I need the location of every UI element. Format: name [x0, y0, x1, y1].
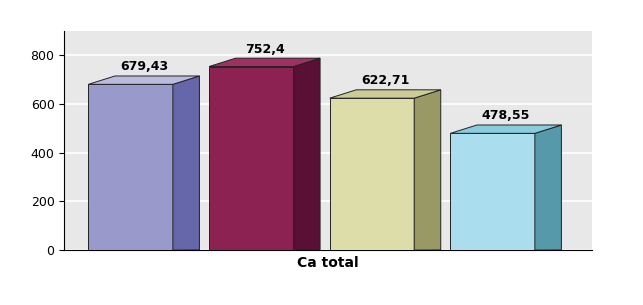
Polygon shape	[330, 90, 440, 98]
Polygon shape	[535, 125, 561, 250]
Polygon shape	[294, 58, 320, 250]
Polygon shape	[414, 90, 440, 250]
Polygon shape	[173, 76, 199, 250]
Polygon shape	[89, 76, 199, 84]
Text: 478,55: 478,55	[482, 109, 530, 122]
Polygon shape	[209, 58, 320, 66]
Text: 679,43: 679,43	[120, 60, 168, 73]
Polygon shape	[330, 98, 414, 250]
Polygon shape	[209, 66, 294, 250]
Polygon shape	[450, 125, 561, 133]
X-axis label: Ca total: Ca total	[297, 256, 359, 270]
Text: 752,4: 752,4	[245, 42, 284, 56]
Polygon shape	[89, 84, 173, 250]
Polygon shape	[450, 133, 535, 250]
Text: 622,71: 622,71	[361, 74, 410, 87]
